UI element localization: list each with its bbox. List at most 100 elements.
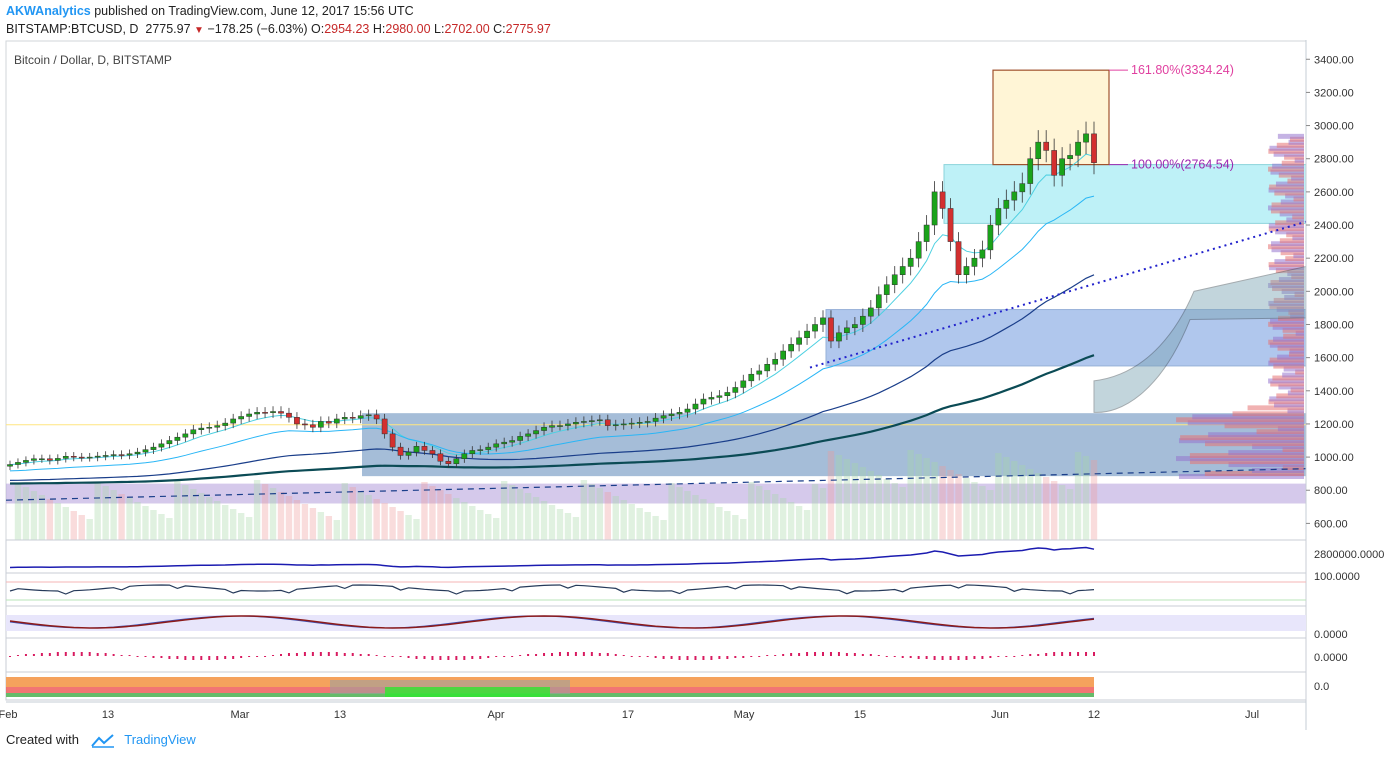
candle-up — [589, 420, 595, 422]
indicator-lines-layer — [5, 153, 1307, 501]
volume-profile-bar — [1280, 250, 1304, 256]
candle-up — [1027, 158, 1034, 184]
volume-profile-bar — [1270, 169, 1304, 175]
volume-bar — [461, 502, 468, 540]
histogram-bar — [1093, 652, 1095, 656]
volume-bar — [206, 497, 213, 540]
candle-up — [517, 436, 523, 441]
volume-bar — [1090, 460, 1098, 540]
pane-title: Bitcoin / Dollar, D, BITSTAMP — [14, 53, 172, 67]
candle-up — [676, 412, 683, 415]
volume-profile-bar — [1277, 345, 1304, 351]
volume-profile-bar — [1290, 312, 1304, 318]
volume-profile-bar — [1268, 300, 1304, 306]
histogram-bar — [48, 653, 51, 656]
volume-bar — [118, 494, 125, 540]
histogram-bar — [798, 653, 801, 656]
candle-down — [278, 411, 284, 414]
fib-layer: 161.80%(3334.24) 100.00%(2764.54) — [1109, 63, 1234, 172]
volume-bar — [46, 499, 54, 540]
volume-bar — [1058, 485, 1066, 540]
candle-up — [732, 387, 739, 393]
candle-up — [557, 425, 563, 427]
time-axis[interactable]: Feb 13 Mar 13 Apr 17 May 15 Jun 12 Jul — [0, 701, 1306, 721]
support-zone-lower — [362, 413, 1306, 477]
volume-bar — [134, 502, 141, 540]
histogram-bar — [232, 656, 235, 659]
volume-bar — [38, 495, 46, 540]
volume-bar — [572, 517, 580, 540]
candle-up — [541, 427, 547, 431]
ema-slow-line — [9, 274, 1095, 481]
candle-down — [294, 417, 300, 425]
volume-profile-bar — [1268, 244, 1304, 250]
volume-bar — [325, 516, 333, 540]
candle-up — [1035, 141, 1042, 159]
candle-up — [883, 284, 890, 295]
volume-profile-bar — [1289, 348, 1304, 354]
price-axis[interactable]: 3400.00 3200.00 3000.00 2800.00 2600.00 2400.… — [1305, 40, 1354, 730]
volume-bar — [923, 458, 930, 540]
volume-profile-bar — [1273, 363, 1304, 369]
candle-up — [15, 462, 21, 465]
histogram-bar — [694, 656, 697, 660]
volume-profile-bar — [1189, 453, 1304, 459]
candle-down — [1051, 150, 1057, 176]
candle-up — [1011, 191, 1018, 201]
volume-profile-bar — [1269, 145, 1304, 151]
volume-profile-bar — [1268, 360, 1304, 366]
volume-bar — [708, 503, 715, 540]
low-label: L: — [434, 22, 445, 36]
histogram-bar — [64, 652, 67, 656]
volume-bar — [835, 455, 843, 540]
histogram-bar — [869, 654, 872, 656]
candle-down — [70, 456, 77, 458]
histogram-label: 0.0000 — [1314, 652, 1348, 664]
volume-profile-bar — [1292, 235, 1304, 241]
volume-profile-bar — [1278, 384, 1304, 390]
volume-bar — [1019, 465, 1026, 540]
histogram-bar — [519, 655, 522, 656]
candle-up — [533, 430, 539, 435]
indicator-pane — [5, 539, 1307, 574]
candle-up — [254, 412, 260, 415]
volume-profile-bar — [1251, 468, 1304, 474]
candle-down — [286, 412, 292, 418]
candle-up — [652, 417, 659, 422]
volume-profile-bar — [1268, 283, 1304, 289]
histogram-bar — [1069, 652, 1072, 656]
volume-bar — [381, 503, 388, 540]
volume-bar — [102, 486, 109, 540]
high-value: 2980.00 — [385, 22, 431, 36]
time-tick-label: 12 — [1088, 709, 1100, 721]
histogram-bar — [598, 653, 601, 656]
histogram-bar — [287, 653, 290, 656]
candle-down — [437, 453, 444, 462]
candle-up — [477, 449, 484, 451]
candle-up — [166, 440, 173, 445]
candle-down — [429, 450, 436, 455]
volume-bar — [1035, 473, 1042, 540]
histogram-bar — [295, 653, 298, 656]
rsi-line — [9, 584, 1095, 595]
histogram-bar — [726, 656, 729, 659]
candle-down — [604, 419, 611, 426]
trendline-dashed — [5, 468, 1307, 501]
tradingview-link[interactable]: TradingView — [124, 732, 196, 747]
candle-up — [102, 455, 109, 457]
heat-strip-label: 0.0 — [1314, 681, 1329, 693]
volume-bar — [485, 514, 492, 540]
volume-bar — [636, 508, 643, 540]
volume-profile-bar — [1285, 256, 1304, 262]
candle-up — [796, 337, 802, 345]
histogram-bar — [248, 656, 251, 657]
candle-up — [39, 458, 45, 460]
resistance-zone-cyan — [943, 164, 1307, 224]
publisher-name[interactable]: AKWAnalytics — [6, 4, 91, 18]
candle-down — [373, 414, 380, 420]
chart-area[interactable]: Bitcoin / Dollar, D, BITSTAMP 161.80%(33… — [0, 40, 1396, 730]
histogram-bar — [654, 656, 657, 658]
candle-up — [716, 395, 723, 398]
volume-bar — [150, 510, 157, 540]
histogram-bar — [861, 654, 864, 656]
